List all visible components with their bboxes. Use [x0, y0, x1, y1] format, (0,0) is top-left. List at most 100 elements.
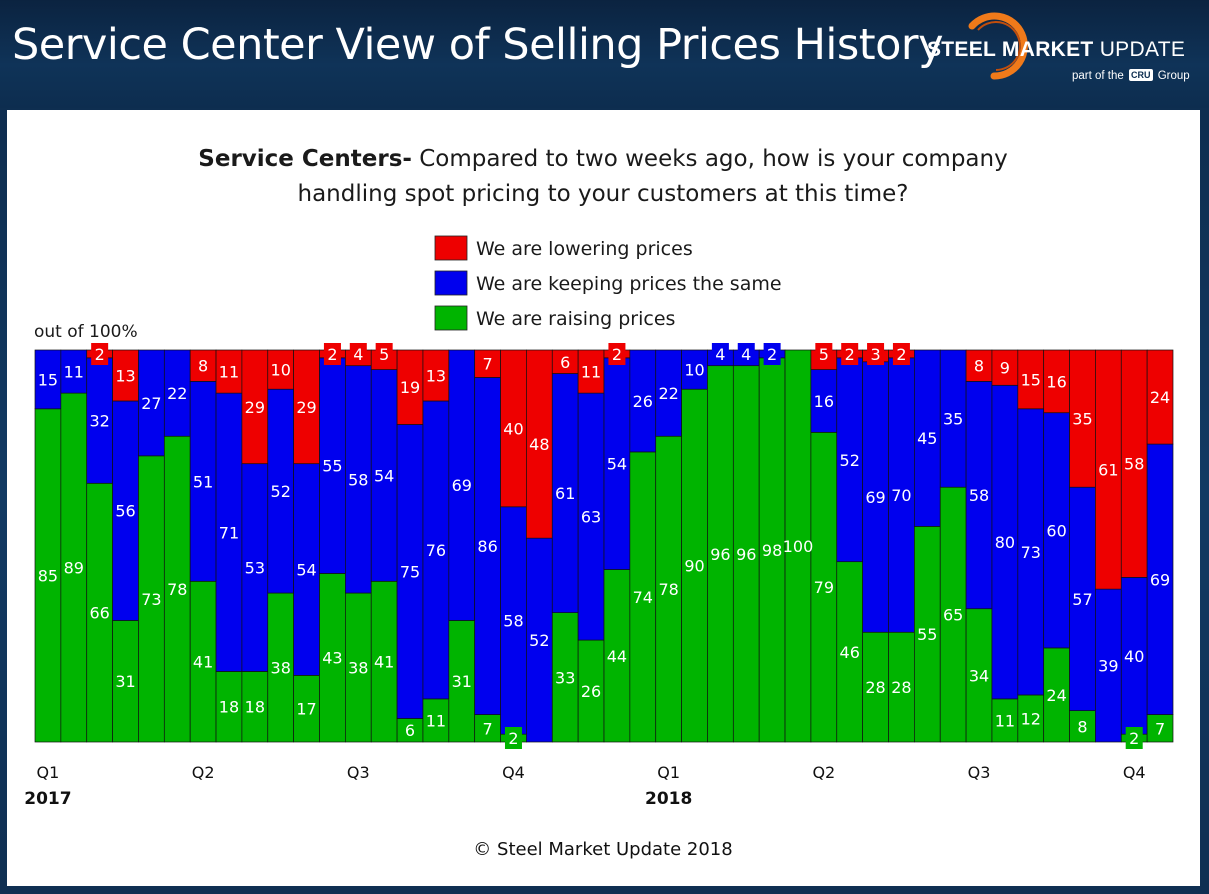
data-label-raising: 34	[969, 666, 989, 685]
data-label-same: 69	[452, 476, 472, 495]
data-label-raising: 7	[1155, 719, 1165, 738]
bar-raising-13	[370, 580, 398, 743]
data-label-same: 58	[969, 486, 989, 505]
bar-same-34	[914, 349, 941, 527]
bar-same-8	[241, 463, 269, 672]
data-label-raising: 100	[783, 537, 814, 556]
chart-question-line2: handling spot pricing to your customers …	[298, 181, 909, 207]
bar-same-21	[577, 392, 605, 641]
data-label-raising: 26	[581, 682, 601, 701]
data-label-same: 4	[741, 345, 751, 364]
data-label-raising: 41	[374, 653, 394, 672]
x-tick-label: Q1	[37, 763, 60, 782]
bar-same-32	[862, 361, 889, 633]
data-label-raising: 38	[271, 659, 291, 678]
data-label-raising: 17	[296, 700, 316, 719]
data-label-box-lowering	[608, 343, 626, 365]
bar-raising-6	[189, 580, 217, 743]
data-label-box-lowering	[349, 343, 367, 365]
legend-swatch-raising	[434, 305, 468, 331]
data-label-raising: 11	[426, 711, 446, 730]
data-label-raising: 44	[607, 647, 627, 666]
data-label-same: 26	[633, 392, 653, 411]
bar-same-25	[681, 349, 708, 390]
data-label-same: 52	[840, 451, 860, 470]
bar-raising-4	[138, 455, 165, 743]
data-label-same: 45	[917, 429, 937, 448]
bar-raising-10	[293, 675, 320, 743]
data-label-same: 39	[1098, 657, 1118, 676]
bar-same-16	[448, 349, 476, 621]
data-label-same: 76	[426, 541, 446, 560]
chart-question-text: Compared to two weeks ago, how is your c…	[412, 146, 1008, 172]
data-label-lowering: 5	[819, 345, 829, 364]
data-label-raising: 85	[38, 566, 58, 585]
data-label-same: 86	[477, 537, 497, 556]
data-label-raising: 2	[1129, 729, 1139, 748]
chart-panel: Service Centers- Compared to two weeks a…	[7, 110, 1200, 886]
bar-raising-11	[319, 573, 346, 743]
cru-logo-icon: CRU	[1129, 69, 1153, 81]
bar-same-24	[655, 349, 682, 437]
bar-lowering-6	[189, 349, 217, 382]
bar-same-36	[965, 381, 993, 610]
data-label-same: 54	[607, 455, 627, 474]
data-label-raising: 33	[555, 668, 575, 687]
data-label-lowering: 6	[560, 353, 570, 372]
data-label-same: 70	[891, 486, 911, 505]
data-label-raising: 7	[483, 719, 493, 738]
logo-tagline-pre: part of the	[1072, 70, 1124, 82]
data-label-lowering: 3	[870, 345, 880, 364]
data-label-raising: 28	[891, 678, 911, 697]
bar-same-35	[939, 349, 967, 488]
data-label-raising: 24	[1046, 686, 1066, 705]
logo-brand-bold: STEEL MARKET	[927, 38, 1094, 61]
bar-raising-39	[1043, 647, 1070, 743]
bar-same-17	[474, 377, 501, 715]
bar-raising-30	[810, 431, 838, 743]
logo-tagline-post: Group	[1157, 70, 1190, 82]
data-label-raising: 65	[943, 606, 963, 625]
bar-same-23	[629, 349, 657, 453]
bar-same-20	[551, 373, 579, 613]
bar-raising-24	[655, 435, 682, 743]
data-label-lowering: 5	[379, 345, 389, 364]
data-label-lowering: 29	[296, 398, 316, 417]
data-label-same: 16	[814, 392, 834, 411]
data-label-same: 75	[400, 562, 420, 581]
data-label-lowering: 10	[271, 361, 291, 380]
bar-same-0	[34, 349, 62, 410]
data-label-same: 61	[555, 484, 575, 503]
data-label-box-lowering	[892, 343, 910, 365]
bar-same-5	[163, 349, 191, 437]
data-label-lowering: 15	[1021, 370, 1041, 389]
x-tick-label: Q4	[1123, 763, 1146, 782]
data-label-raising: 96	[736, 545, 756, 564]
x-tick-label: Q1	[657, 763, 680, 782]
data-label-lowering: 2	[327, 345, 337, 364]
data-label-lowering: 61	[1098, 461, 1118, 480]
bar-raising-22	[603, 569, 631, 743]
data-label-lowering: 8	[198, 357, 208, 376]
bar-lowering-40	[1069, 349, 1096, 488]
data-label-same: 71	[219, 523, 239, 542]
bar-lowering-19	[526, 349, 553, 539]
bar-lowering-8	[241, 349, 269, 465]
bar-same-11	[319, 357, 346, 574]
bar-lowering-10	[293, 349, 320, 465]
data-label-lowering: 16	[1046, 372, 1066, 391]
data-label-same: 69	[1150, 570, 1170, 589]
data-label-same: 51	[193, 472, 213, 491]
bar-raising-34	[914, 526, 941, 743]
bar-lowering-38	[1017, 349, 1045, 410]
x-tick-label: Q2	[812, 763, 835, 782]
data-label-box-lowering	[841, 343, 859, 365]
data-label-lowering: 11	[581, 363, 601, 382]
chart-question-bold: Service Centers-	[198, 146, 412, 172]
x-tick-label: Q3	[347, 763, 370, 782]
data-label-lowering: 4	[353, 345, 363, 364]
data-label-raising: 90	[684, 557, 704, 576]
data-label-box-lowering	[323, 343, 341, 365]
data-label-box-same	[763, 343, 781, 365]
bar-raising-16	[448, 620, 476, 743]
